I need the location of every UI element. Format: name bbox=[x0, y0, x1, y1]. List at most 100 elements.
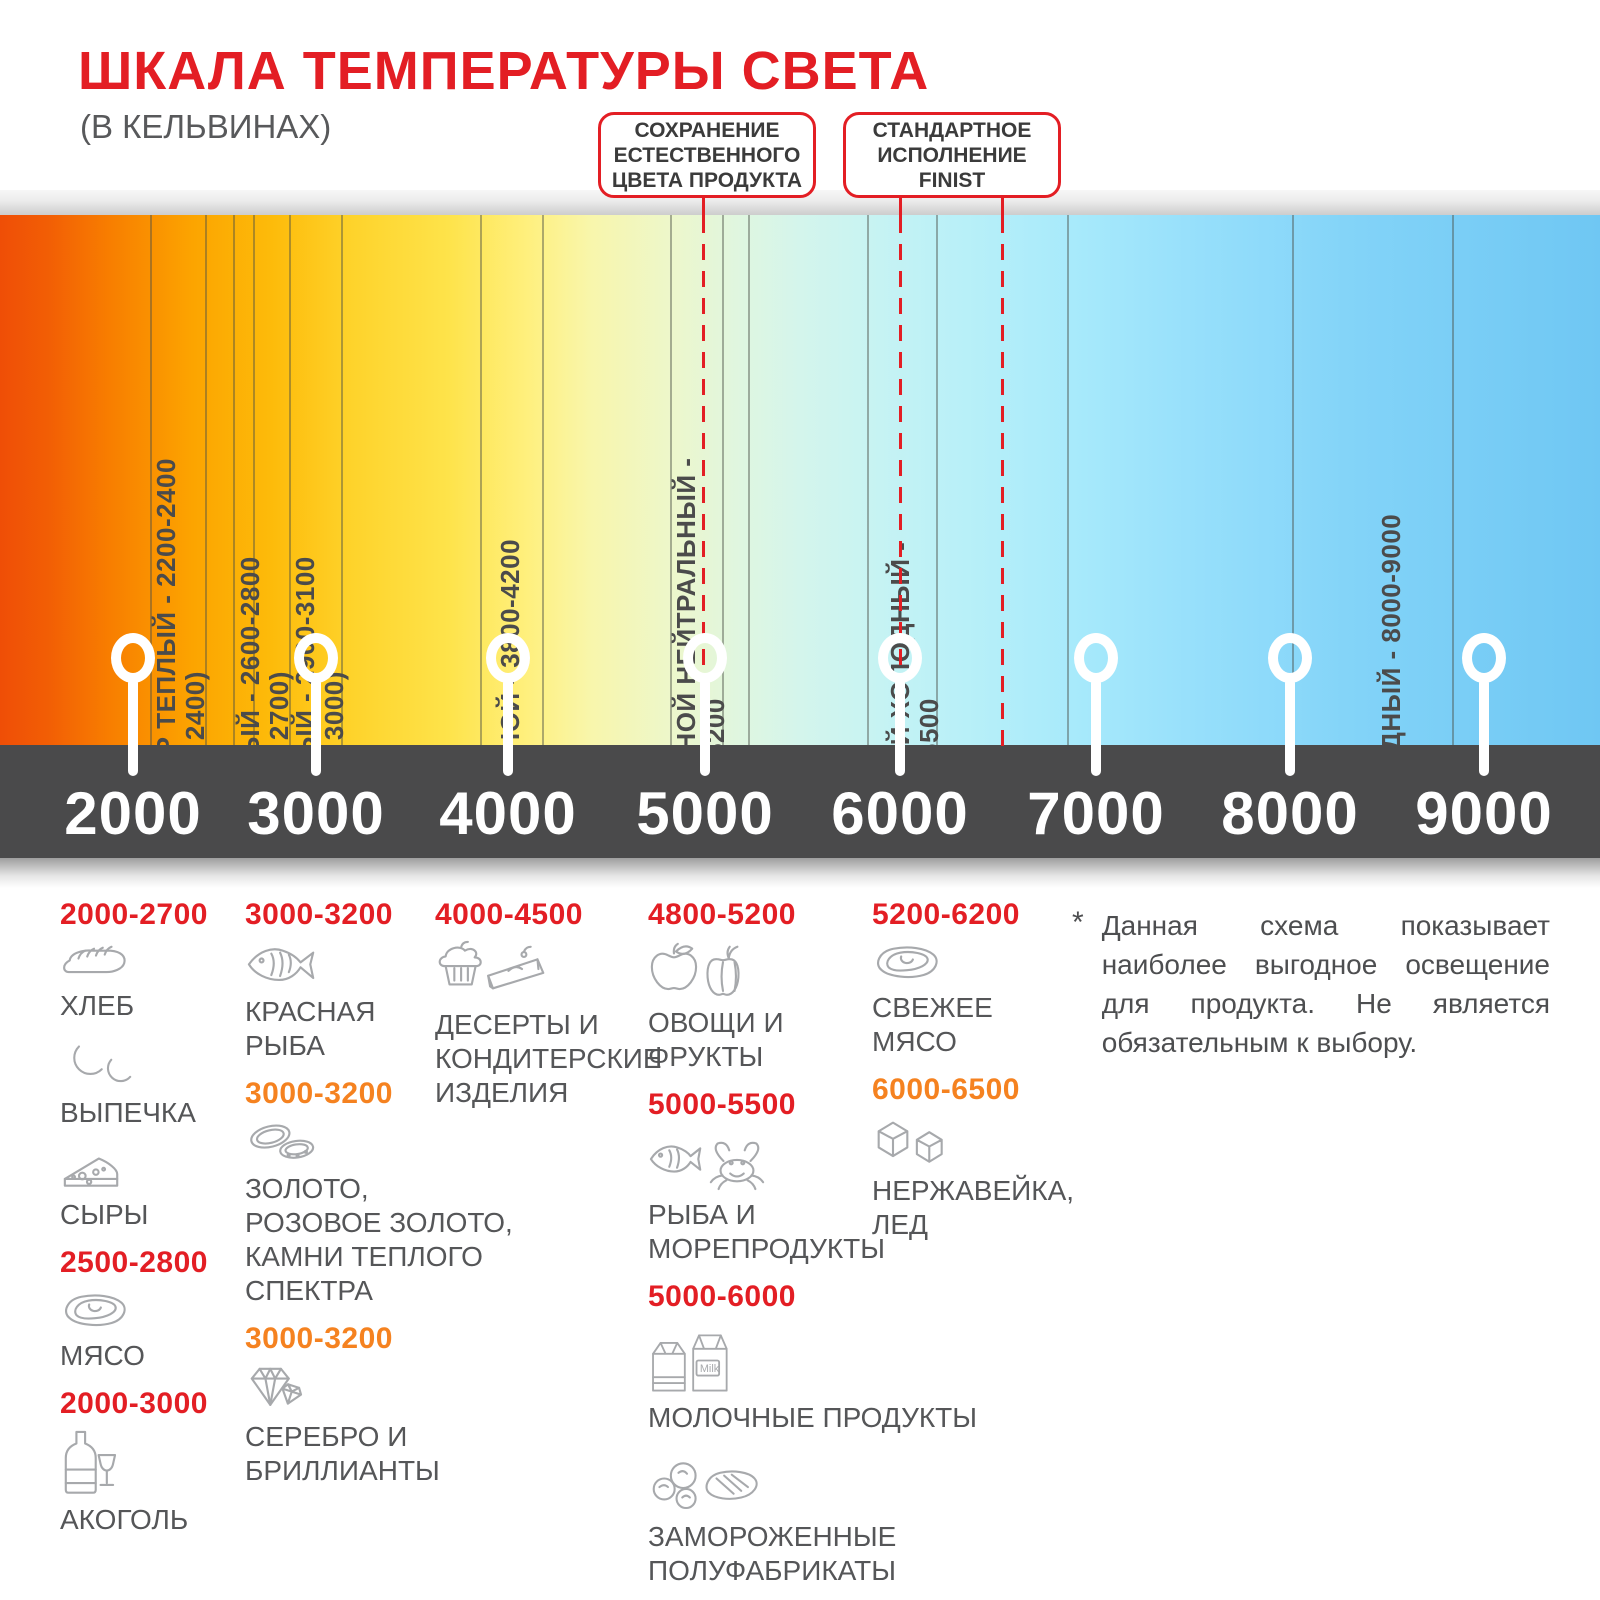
label-line: РОЗОВОЕ ЗОЛОТО, bbox=[245, 1206, 513, 1238]
label-line: СЕРЕБРО И bbox=[245, 1421, 408, 1453]
label-line: МЯСО bbox=[60, 1340, 145, 1372]
label-line: ХЛЕБ bbox=[60, 989, 135, 1021]
label-line: ИЗДЕЛИЯ bbox=[435, 1076, 569, 1108]
label-line: ФРУКТЫ bbox=[648, 1040, 764, 1072]
legend-column-4: 4800-5200 ОВОЩИ И ФРУКТЫ 5000-5500 РЫБА И МОР… bbox=[648, 892, 978, 1600]
bread-icon bbox=[60, 940, 245, 983]
steak-icon bbox=[872, 940, 1107, 985]
label-line: КАМНИ ТЕПЛОГО bbox=[245, 1240, 483, 1272]
band-boundary-line bbox=[341, 215, 343, 745]
range-heading: 2000-2700 bbox=[60, 898, 208, 931]
label-line: БРИЛЛИАНТЫ bbox=[245, 1455, 440, 1487]
dessert-icon bbox=[435, 940, 655, 1002]
band-boundary-line bbox=[205, 215, 207, 745]
legend-item-label: МЯСО bbox=[60, 1339, 245, 1373]
legend-item: СВЕЖЕЕ МЯСО bbox=[872, 940, 1107, 1059]
callout-line: ЕСТЕСТВЕННОГО bbox=[613, 143, 801, 167]
footnote-marker: * bbox=[1072, 906, 1084, 939]
footnote: * Данная схема показывает наиболее выгод… bbox=[1072, 906, 1550, 1062]
range-heading: 5000-5500 bbox=[648, 1087, 796, 1121]
legend-item-label: НЕРЖАВЕЙКА, ЛЕД bbox=[872, 1174, 1107, 1242]
legend-item-label: МОЛОЧНЫЕ ПРОДУКТЫ bbox=[648, 1401, 978, 1435]
band-boundary-line bbox=[670, 215, 672, 745]
legend-item: ЗОЛОТО, РОЗОВОЕ ЗОЛОТО, КАМНИ ТЕПЛОГО СПЕКТ… bbox=[245, 1119, 513, 1308]
label-line: СЫРЫ bbox=[60, 1199, 149, 1231]
label-line: СПЕКТРА bbox=[245, 1274, 373, 1306]
band-boundary-line bbox=[289, 215, 291, 745]
range-heading: 5200-6200 bbox=[872, 898, 1020, 931]
label-line: АКОГОЛЬ bbox=[60, 1503, 189, 1535]
legend-item-label: ДЕСЕРТЫ И КОНДИТЕРСКИЕ ИЗДЕЛИЯ bbox=[435, 1008, 662, 1110]
range-heading: 2500-2800 bbox=[60, 1246, 208, 1280]
label-line: КОНДИТЕРСКИЕ bbox=[435, 1042, 662, 1074]
callout-line: ЦВЕТА ПРОДУКТА bbox=[611, 168, 803, 192]
axis-bottom-shadow bbox=[0, 858, 1600, 888]
legend: 2000-2700 ХЛЕБ ВЫПЕЧКА СЫРЫ 2500-2800 МЯСО 200… bbox=[0, 892, 1600, 1600]
label-line: ОВОЩИ И bbox=[648, 1006, 784, 1038]
legend-item: СЕРЕБРО И БРИЛЛИАНТЫ bbox=[245, 1364, 490, 1489]
axis-tick-5000: 5000 bbox=[636, 780, 774, 847]
legend-item: ВЫПЕЧКА bbox=[60, 1037, 245, 1130]
label-line: МЯСО bbox=[872, 1025, 957, 1057]
band-boundary-line bbox=[1067, 215, 1069, 745]
legend-item-label: СЕРЕБРО И БРИЛЛИАНТЫ bbox=[245, 1420, 490, 1488]
legend-item: МЯСО bbox=[60, 1288, 245, 1373]
legend-item: ЗАМОРОЖЕННЫЕ ПОЛУФАБРИКАТЫ bbox=[648, 1449, 933, 1588]
label-line: МОЛОЧНЫЕ ПРОДУКТЫ bbox=[648, 1402, 978, 1434]
callout-finist-standard: СТАНДАРТНОЕ ИСПОЛНЕНИЕ FINIST bbox=[843, 112, 1061, 198]
axis-tick-6000: 6000 bbox=[831, 780, 969, 847]
label-line: МОРЕПРОДУКТЫ bbox=[648, 1232, 886, 1264]
vegetables-icon bbox=[648, 940, 933, 1000]
svg-text:Milk: Milk bbox=[700, 1363, 720, 1375]
band-boundary-line bbox=[722, 215, 724, 745]
legend-column-2: 3000-3200 КРАСНАЯ РЫБА 3000-3200 ЗОЛОТО, РОЗО… bbox=[245, 892, 513, 1502]
kelvin-axis-bar: 2000 3000 4000 5000 6000 7000 8000 9000 bbox=[0, 745, 1600, 858]
legend-item: РЫБА И МОРЕПРОДУКТЫ bbox=[648, 1130, 933, 1266]
legend-item: Milk МОЛОЧНЫЕ ПРОДУКТЫ bbox=[648, 1322, 978, 1436]
page-subtitle: (В КЕЛЬВИНАХ) bbox=[80, 108, 332, 145]
range-heading: 3000-3200 bbox=[245, 1321, 393, 1355]
legend-item-label: ОВОЩИ И ФРУКТЫ bbox=[648, 1006, 933, 1074]
range-heading: 4000-4500 bbox=[435, 898, 583, 931]
range-heading: 3000-3200 bbox=[245, 898, 393, 931]
range-heading: 4800-5200 bbox=[648, 898, 796, 931]
legend-item-label: РЫБА И МОРЕПРОДУКТЫ bbox=[648, 1198, 933, 1266]
label-line: КРАСНАЯ bbox=[245, 995, 376, 1027]
label-line: РЫБА И bbox=[648, 1198, 756, 1230]
legend-item-label: ЗОЛОТО, РОЗОВОЕ ЗОЛОТО, КАМНИ ТЕПЛОГО СПЕКТ… bbox=[245, 1172, 513, 1308]
callout-natural-color: СОХРАНЕНИЕ ЕСТЕСТВЕННОГО ЦВЕТА ПРОДУКТА bbox=[598, 112, 816, 198]
band-boundary-line bbox=[1292, 215, 1294, 745]
fish-icon bbox=[245, 940, 490, 989]
milk-icon: Milk bbox=[648, 1322, 933, 1396]
band-boundary-line bbox=[748, 215, 750, 745]
band-boundary-line bbox=[253, 215, 255, 745]
axis-tick-4000: 4000 bbox=[439, 780, 577, 847]
diamond-icon bbox=[245, 1364, 490, 1415]
axis-tick-7000: 7000 bbox=[1027, 780, 1165, 847]
legend-item-label: АКОГОЛЬ bbox=[60, 1503, 245, 1537]
axis-tick-2000: 2000 bbox=[64, 780, 202, 847]
legend-item: ОВОЩИ И ФРУКТЫ bbox=[648, 940, 933, 1074]
legend-item: СЫРЫ bbox=[60, 1144, 245, 1232]
callout-line: СОХРАНЕНИЕ bbox=[634, 118, 780, 142]
legend-item-label: КРАСНАЯ РЫБА bbox=[245, 995, 490, 1063]
alcohol-icon bbox=[60, 1429, 245, 1497]
legend-item-label: ХЛЕБ bbox=[60, 989, 245, 1023]
band-boundary-line bbox=[867, 215, 869, 745]
band-boundary-line bbox=[542, 215, 544, 745]
legend-item: КРАСНАЯ РЫБА bbox=[245, 940, 490, 1063]
legend-column-3: 4000-4500 ДЕСЕРТЫ И КОНДИТЕРСКИЕ ИЗДЕЛИЯ bbox=[435, 892, 662, 1124]
range-heading: 2000-3000 bbox=[60, 1387, 208, 1421]
label-line: ДЕСЕРТЫ И bbox=[435, 1008, 599, 1040]
axis-tick-3000: 3000 bbox=[247, 780, 385, 847]
callout-line: ИСПОЛНЕНИЕ bbox=[877, 143, 1027, 167]
legend-item: ХЛЕБ bbox=[60, 940, 245, 1023]
axis-tick-9000: 9000 bbox=[1415, 780, 1553, 847]
band-boundary-line bbox=[1452, 215, 1454, 745]
page-title: ШКАЛА ТЕМПЕРАТУРЫ СВЕТА bbox=[78, 41, 930, 101]
legend-item: ДЕСЕРТЫ И КОНДИТЕРСКИЕ ИЗДЕЛИЯ bbox=[435, 940, 662, 1110]
rings-icon bbox=[245, 1119, 490, 1166]
band-boundary-line bbox=[480, 215, 482, 745]
band-boundary-line bbox=[150, 215, 152, 745]
axis-tick-8000: 8000 bbox=[1221, 780, 1359, 847]
